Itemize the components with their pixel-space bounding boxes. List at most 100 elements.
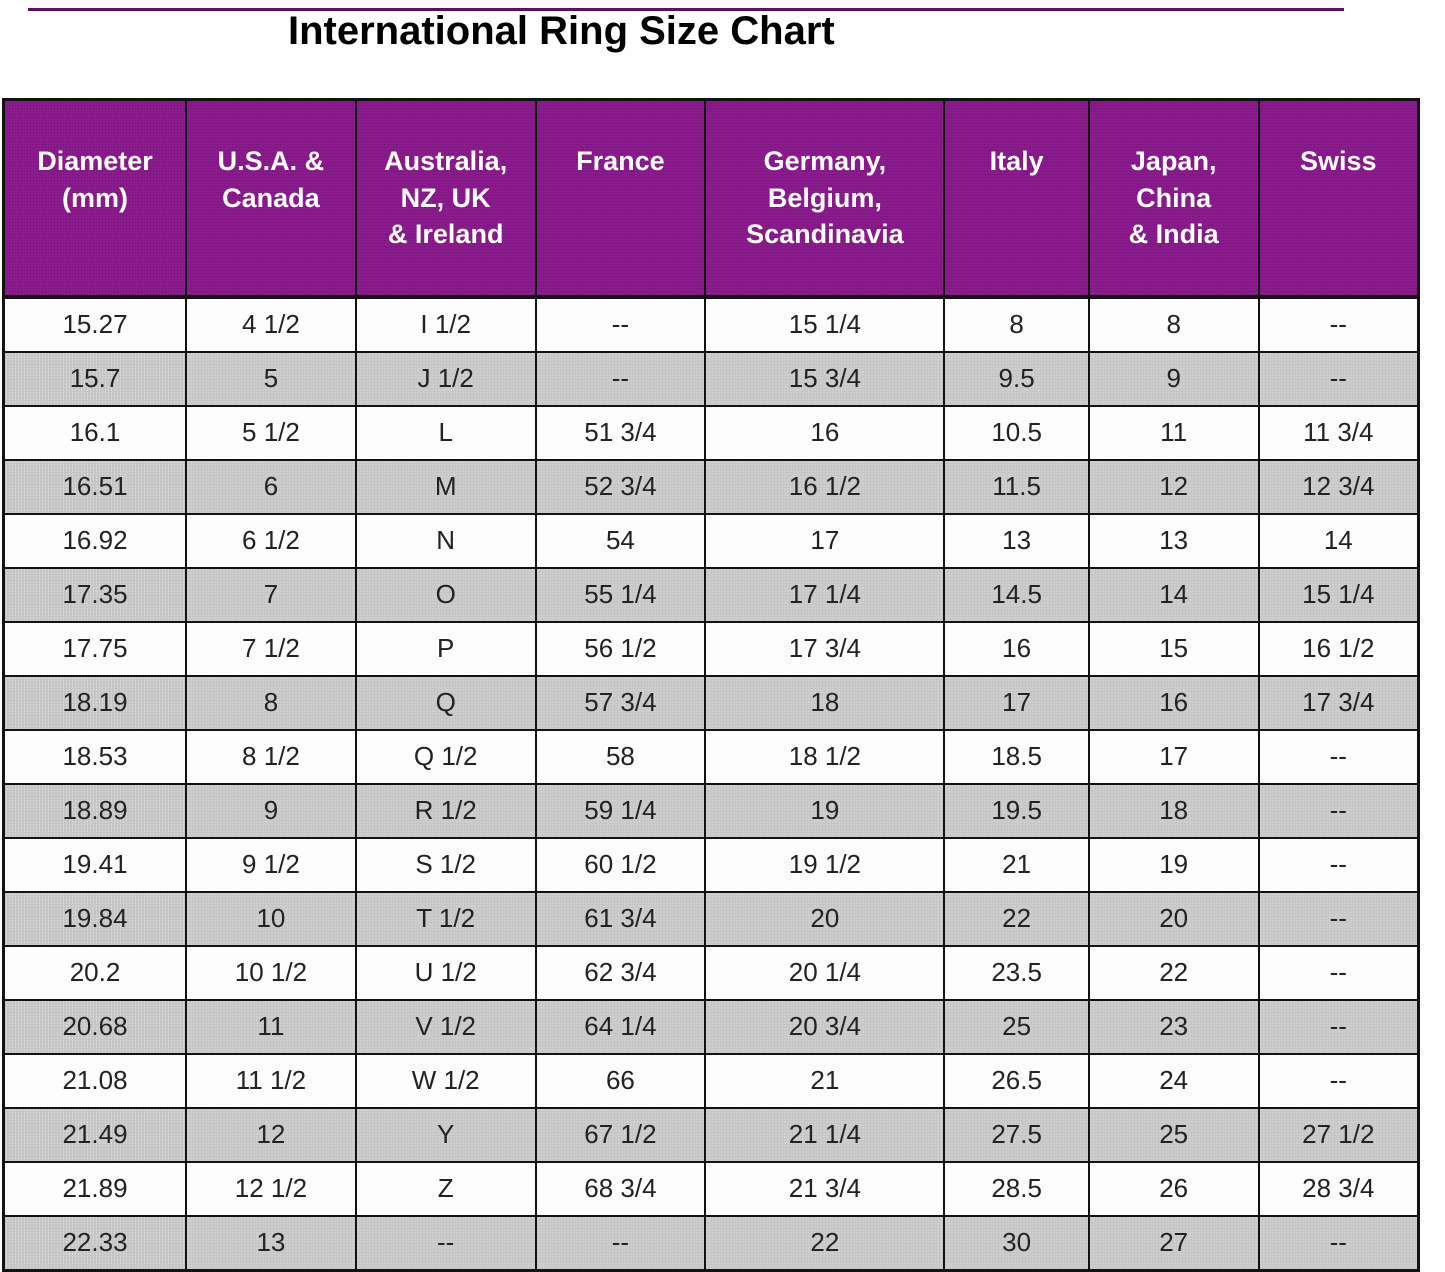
cell-swiss: 16 1/2 xyxy=(1257,620,1420,677)
cell-japan-china-india: 26 xyxy=(1087,1160,1260,1217)
cell-italy: 22 xyxy=(943,890,1090,947)
cell-usa-canada: 5 xyxy=(185,350,357,407)
table-row: 21.49 12 Y 67 1/2 21 1/4 27.5 25 27 1/2 xyxy=(2,1106,1420,1163)
cell-australia-nz-uk-ireland: L xyxy=(354,404,537,461)
cell-usa-canada: 8 xyxy=(185,674,357,731)
cell-italy: 10.5 xyxy=(943,404,1090,461)
cell-swiss: 15 1/4 xyxy=(1257,566,1420,623)
page-title: International Ring Size Chart xyxy=(288,9,835,53)
cell-france: 55 1/4 xyxy=(534,566,707,623)
cell-diameter-mm: 15.27 xyxy=(2,295,188,353)
cell-japan-china-india: 12 xyxy=(1087,458,1260,515)
cell-australia-nz-uk-ireland: Z xyxy=(354,1160,537,1217)
cell-diameter-mm: 20.2 xyxy=(2,944,188,1001)
cell-germany-belgium-scandinavia: 19 1/2 xyxy=(704,836,946,893)
cell-japan-china-india: 15 xyxy=(1087,620,1260,677)
cell-diameter-mm: 21.08 xyxy=(2,1052,188,1109)
cell-france: -- xyxy=(534,350,707,407)
cell-usa-canada: 11 xyxy=(185,998,357,1055)
cell-italy: 8 xyxy=(943,295,1090,353)
cell-australia-nz-uk-ireland: N xyxy=(354,512,537,569)
column-header-italy: Italy xyxy=(943,98,1090,299)
table-row: 15.27 4 1/2 I 1/2 -- 15 1/4 8 8 -- xyxy=(2,295,1420,353)
cell-australia-nz-uk-ireland: W 1/2 xyxy=(354,1052,537,1109)
cell-australia-nz-uk-ireland: O xyxy=(354,566,537,623)
cell-australia-nz-uk-ireland: J 1/2 xyxy=(354,350,537,407)
cell-usa-canada: 12 xyxy=(185,1106,357,1163)
cell-germany-belgium-scandinavia: 18 xyxy=(704,674,946,731)
cell-australia-nz-uk-ireland: M xyxy=(354,458,537,515)
cell-japan-china-india: 16 xyxy=(1087,674,1260,731)
cell-japan-china-india: 11 xyxy=(1087,404,1260,461)
cell-swiss: -- xyxy=(1257,350,1420,407)
top-purple-strip xyxy=(28,8,1344,11)
cell-italy: 23.5 xyxy=(943,944,1090,1001)
table-row: 19.84 10 T 1/2 61 3/4 20 22 20 -- xyxy=(2,890,1420,947)
cell-italy: 21 xyxy=(943,836,1090,893)
cell-diameter-mm: 18.53 xyxy=(2,728,188,785)
cell-australia-nz-uk-ireland: V 1/2 xyxy=(354,998,537,1055)
cell-diameter-mm: 17.35 xyxy=(2,566,188,623)
cell-france: 67 1/2 xyxy=(534,1106,707,1163)
cell-france: 54 xyxy=(534,512,707,569)
cell-france: 60 1/2 xyxy=(534,836,707,893)
table-row: 21.08 11 1/2 W 1/2 66 21 26.5 24 -- xyxy=(2,1052,1420,1109)
cell-australia-nz-uk-ireland: P xyxy=(354,620,537,677)
cell-usa-canada: 7 xyxy=(185,566,357,623)
cell-usa-canada: 11 1/2 xyxy=(185,1052,357,1109)
cell-france: 58 xyxy=(534,728,707,785)
column-header-swiss: Swiss xyxy=(1257,98,1420,299)
cell-diameter-mm: 17.75 xyxy=(2,620,188,677)
cell-france: 56 1/2 xyxy=(534,620,707,677)
cell-japan-china-india: 22 xyxy=(1087,944,1260,1001)
cell-swiss: 11 3/4 xyxy=(1257,404,1420,461)
cell-germany-belgium-scandinavia: 19 xyxy=(704,782,946,839)
cell-italy: 19.5 xyxy=(943,782,1090,839)
cell-france: 51 3/4 xyxy=(534,404,707,461)
cell-germany-belgium-scandinavia: 18 1/2 xyxy=(704,728,946,785)
cell-japan-china-india: 9 xyxy=(1087,350,1260,407)
cell-diameter-mm: 21.49 xyxy=(2,1106,188,1163)
cell-germany-belgium-scandinavia: 17 xyxy=(704,512,946,569)
column-header-diameter-mm: Diameter (mm) xyxy=(2,98,188,299)
cell-germany-belgium-scandinavia: 17 1/4 xyxy=(704,566,946,623)
cell-swiss: -- xyxy=(1257,998,1420,1055)
cell-japan-china-india: 8 xyxy=(1087,295,1260,353)
cell-usa-canada: 6 xyxy=(185,458,357,515)
cell-swiss: 12 3/4 xyxy=(1257,458,1420,515)
table-row: 16.51 6 M 52 3/4 16 1/2 11.5 12 12 3/4 xyxy=(2,458,1420,515)
cell-swiss: 17 3/4 xyxy=(1257,674,1420,731)
cell-swiss: -- xyxy=(1257,944,1420,1001)
cell-diameter-mm: 20.68 xyxy=(2,998,188,1055)
cell-germany-belgium-scandinavia: 20 1/4 xyxy=(704,944,946,1001)
cell-diameter-mm: 19.41 xyxy=(2,836,188,893)
cell-france: 66 xyxy=(534,1052,707,1109)
cell-swiss: -- xyxy=(1257,836,1420,893)
cell-swiss: -- xyxy=(1257,890,1420,947)
cell-usa-canada: 4 1/2 xyxy=(185,295,357,353)
table-row: 16.92 6 1/2 N 54 17 13 13 14 xyxy=(2,512,1420,569)
cell-diameter-mm: 16.51 xyxy=(2,458,188,515)
cell-japan-china-india: 19 xyxy=(1087,836,1260,893)
cell-australia-nz-uk-ireland: Q xyxy=(354,674,537,731)
cell-japan-china-india: 23 xyxy=(1087,998,1260,1055)
cell-germany-belgium-scandinavia: 17 3/4 xyxy=(704,620,946,677)
cell-japan-china-india: 13 xyxy=(1087,512,1260,569)
cell-usa-canada: 7 1/2 xyxy=(185,620,357,677)
cell-italy: 11.5 xyxy=(943,458,1090,515)
cell-japan-china-india: 18 xyxy=(1087,782,1260,839)
cell-usa-canada: 10 xyxy=(185,890,357,947)
cell-france: 59 1/4 xyxy=(534,782,707,839)
cell-swiss: -- xyxy=(1257,295,1420,353)
cell-germany-belgium-scandinavia: 16 1/2 xyxy=(704,458,946,515)
table-row: 20.68 11 V 1/2 64 1/4 20 3/4 25 23 -- xyxy=(2,998,1420,1055)
table-row: 21.89 12 1/2 Z 68 3/4 21 3/4 28.5 26 28 3/4 xyxy=(2,1160,1420,1217)
cell-italy: 13 xyxy=(943,512,1090,569)
cell-australia-nz-uk-ireland: Y xyxy=(354,1106,537,1163)
cell-diameter-mm: 18.89 xyxy=(2,782,188,839)
column-header-germany-belgium-scandinavia: Germany, Belgium, Scandinavia xyxy=(704,98,946,299)
table-row: 18.89 9 R 1/2 59 1/4 19 19.5 18 -- xyxy=(2,782,1420,839)
cell-italy: 25 xyxy=(943,998,1090,1055)
cell-italy: 17 xyxy=(943,674,1090,731)
cell-germany-belgium-scandinavia: 16 xyxy=(704,404,946,461)
